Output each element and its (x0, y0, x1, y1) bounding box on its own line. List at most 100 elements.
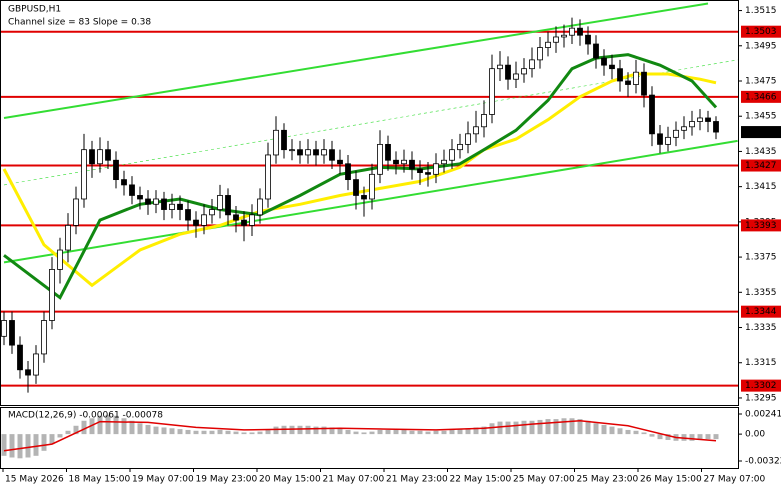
level-tag (741, 379, 781, 392)
macd-bar (169, 428, 175, 435)
candle-body (513, 73, 519, 80)
macd-bar (617, 428, 623, 435)
macd-bar (505, 421, 511, 435)
macd-bar (1, 434, 7, 456)
candle-body (313, 149, 319, 156)
macd-bar (49, 434, 55, 445)
macd-bar (225, 430, 231, 435)
candle-body (449, 149, 455, 161)
last-price-label: 1.3446 (745, 128, 777, 138)
macd-bar (449, 429, 455, 435)
level-label: 1.3393 (745, 221, 777, 231)
candle-body (417, 168, 423, 173)
candle-body (617, 68, 623, 82)
candle-body (577, 27, 583, 36)
macd-bar (633, 430, 639, 435)
candle-body (681, 126, 687, 131)
macd-bar (273, 426, 279, 435)
candle-body (121, 179, 127, 186)
candle-body (601, 57, 607, 66)
y-tick-label: 1.3295 (745, 393, 777, 403)
x-tick-label: 21 May 07:00 (323, 475, 385, 485)
candle-body (689, 121, 695, 128)
candle-body (201, 214, 207, 226)
candle-body (249, 214, 255, 226)
macd-bar (425, 431, 431, 435)
macd-bar (377, 429, 383, 435)
macd-bar (289, 425, 295, 435)
candle-body (649, 94, 655, 135)
macd-bar (465, 428, 471, 435)
candle-body (209, 209, 215, 216)
candle-body (409, 159, 415, 170)
candle-body (169, 203, 175, 210)
candle-body (217, 195, 223, 210)
candle-body (1, 320, 7, 337)
candle-body (537, 47, 543, 61)
level-tag (741, 25, 781, 38)
candle-body (625, 80, 631, 85)
macd-bar (121, 418, 127, 435)
candle-body (377, 143, 383, 175)
candle-body (441, 159, 447, 165)
macd-bar (57, 434, 63, 438)
candle-body (385, 143, 391, 161)
candle-body (569, 27, 575, 36)
macd-bar (569, 418, 575, 435)
macd-bar (689, 434, 695, 441)
candle-body (225, 195, 231, 216)
macd-bar (305, 425, 311, 435)
candle-body (665, 136, 671, 145)
x-tick-label: 27 May 07:00 (704, 475, 766, 485)
macd-bar (193, 430, 199, 435)
candle-body (705, 117, 711, 122)
macd-bar (553, 419, 559, 435)
level-label: 1.3427 (745, 161, 777, 171)
macd-bar (393, 429, 399, 435)
macd-bar (209, 430, 215, 435)
candle-body (713, 121, 719, 133)
candle-body (497, 64, 503, 70)
signal-line (3, 420, 717, 452)
candle-body (73, 198, 79, 226)
candle-body (153, 198, 159, 205)
macd-bar (409, 430, 415, 435)
candle-body (529, 59, 535, 70)
level-tag (741, 90, 781, 103)
candle-body (353, 179, 359, 196)
candle-body (17, 344, 23, 371)
y-tick-label: 1.3375 (745, 253, 777, 263)
y-tick-label: -0.00322 (745, 456, 781, 466)
macd-bar (705, 434, 711, 440)
candle-body (81, 149, 87, 200)
candle-body (345, 163, 351, 181)
candle-body (433, 163, 439, 175)
macd-bar (233, 431, 239, 435)
candle-body (105, 149, 111, 161)
x-tick-label: 21 May 23:00 (386, 475, 448, 485)
candle-body (33, 353, 39, 376)
candle-body (425, 172, 431, 175)
candle-body (401, 159, 407, 165)
macd-bar (25, 434, 31, 458)
macd-bar (113, 415, 119, 435)
candle-body (305, 149, 311, 156)
candle-body (369, 173, 375, 200)
macd-bar (257, 431, 263, 435)
candle-body (553, 36, 559, 43)
macd-bar (537, 419, 543, 435)
macd-bar (81, 420, 87, 435)
macd-bar (361, 432, 367, 435)
macd-bar (513, 421, 519, 435)
candle-body (457, 143, 463, 151)
y-tick-label: 1.3315 (745, 358, 777, 368)
candle-body (481, 114, 487, 128)
y-tick-label: 1.3455 (745, 112, 777, 122)
candle-body (129, 184, 135, 196)
macd-bar (105, 414, 111, 435)
macd-bar (473, 427, 479, 435)
macd-bar (41, 434, 47, 451)
x-tick-label: 26 May 15:00 (640, 475, 702, 485)
x-tick-label: 18 May 15:00 (69, 475, 131, 485)
